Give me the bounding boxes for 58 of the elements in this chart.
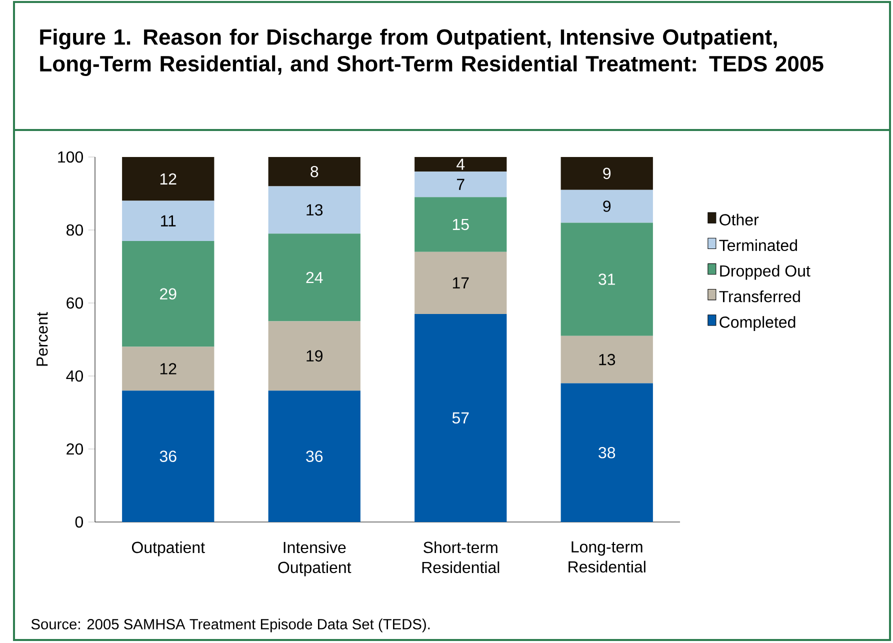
y-tick-label: 0 xyxy=(75,516,84,528)
data-label: 13 xyxy=(599,354,616,366)
source-note: Source: 2005 SAMHSA Treatment Episode Data Set (TEDS). xyxy=(31,618,430,632)
data-label: 13 xyxy=(306,204,323,216)
data-label: 15 xyxy=(452,218,469,230)
bar xyxy=(414,156,507,172)
x-tick-label: Intensive Outpatient xyxy=(278,541,352,576)
y-tick-label: 60 xyxy=(66,297,83,309)
data-label: 38 xyxy=(598,446,616,458)
data-label: 8 xyxy=(310,166,318,178)
legend-label: Transferred xyxy=(719,290,800,302)
bar xyxy=(560,336,653,384)
data-label: 57 xyxy=(452,412,469,424)
bar xyxy=(122,390,214,522)
data-label: 11 xyxy=(161,215,176,226)
data-label: 31 xyxy=(598,274,615,285)
bar xyxy=(122,200,214,241)
legend-label: Terminated xyxy=(719,239,797,252)
bar xyxy=(122,240,214,347)
y-axis-title: Percent xyxy=(36,312,48,366)
x-tick-label: Long-term Residential xyxy=(568,541,646,573)
data-label: 12 xyxy=(160,173,176,184)
bar xyxy=(268,186,360,234)
data-label: 4 xyxy=(456,158,465,170)
data-label: 9 xyxy=(603,168,611,180)
bar xyxy=(268,390,360,522)
legend-label: Other xyxy=(720,214,759,226)
data-label: 9 xyxy=(603,200,611,212)
bar xyxy=(268,321,360,391)
x-tick-label: Outpatient xyxy=(132,541,205,556)
bar xyxy=(268,156,360,186)
bar xyxy=(414,172,507,198)
data-label: 17 xyxy=(452,277,469,288)
data-label: 36 xyxy=(160,450,176,462)
bar xyxy=(560,222,653,336)
x-tick-label: Short-term Residential xyxy=(422,541,500,574)
data-label: 36 xyxy=(306,450,323,462)
bar xyxy=(122,156,214,201)
y-tick-label: 40 xyxy=(66,370,83,382)
y-tick-label: 80 xyxy=(66,224,83,236)
data-label: 24 xyxy=(306,272,323,284)
y-tick-label: 20 xyxy=(66,443,83,455)
bar xyxy=(560,190,653,223)
bar xyxy=(560,383,653,522)
data-label: 12 xyxy=(160,363,176,374)
bar xyxy=(414,252,507,314)
legend-label: Completed xyxy=(720,316,796,331)
data-label: 7 xyxy=(456,178,464,190)
bar xyxy=(414,197,507,252)
y-tick-label: 100 xyxy=(58,151,83,163)
chart-title: Figure 1. Reason for Discharge from Outpatient, Intensive Outpatient, Long-Term Residential, and Short-Term Residential Treatment: TEDS 2005 xyxy=(40,28,824,76)
data-label: 29 xyxy=(160,288,176,300)
legend-label: Dropped Out xyxy=(720,264,810,280)
bar xyxy=(268,234,360,322)
bar xyxy=(414,314,507,522)
bar xyxy=(122,346,214,391)
bar xyxy=(560,156,653,190)
data-label: 19 xyxy=(306,350,323,362)
